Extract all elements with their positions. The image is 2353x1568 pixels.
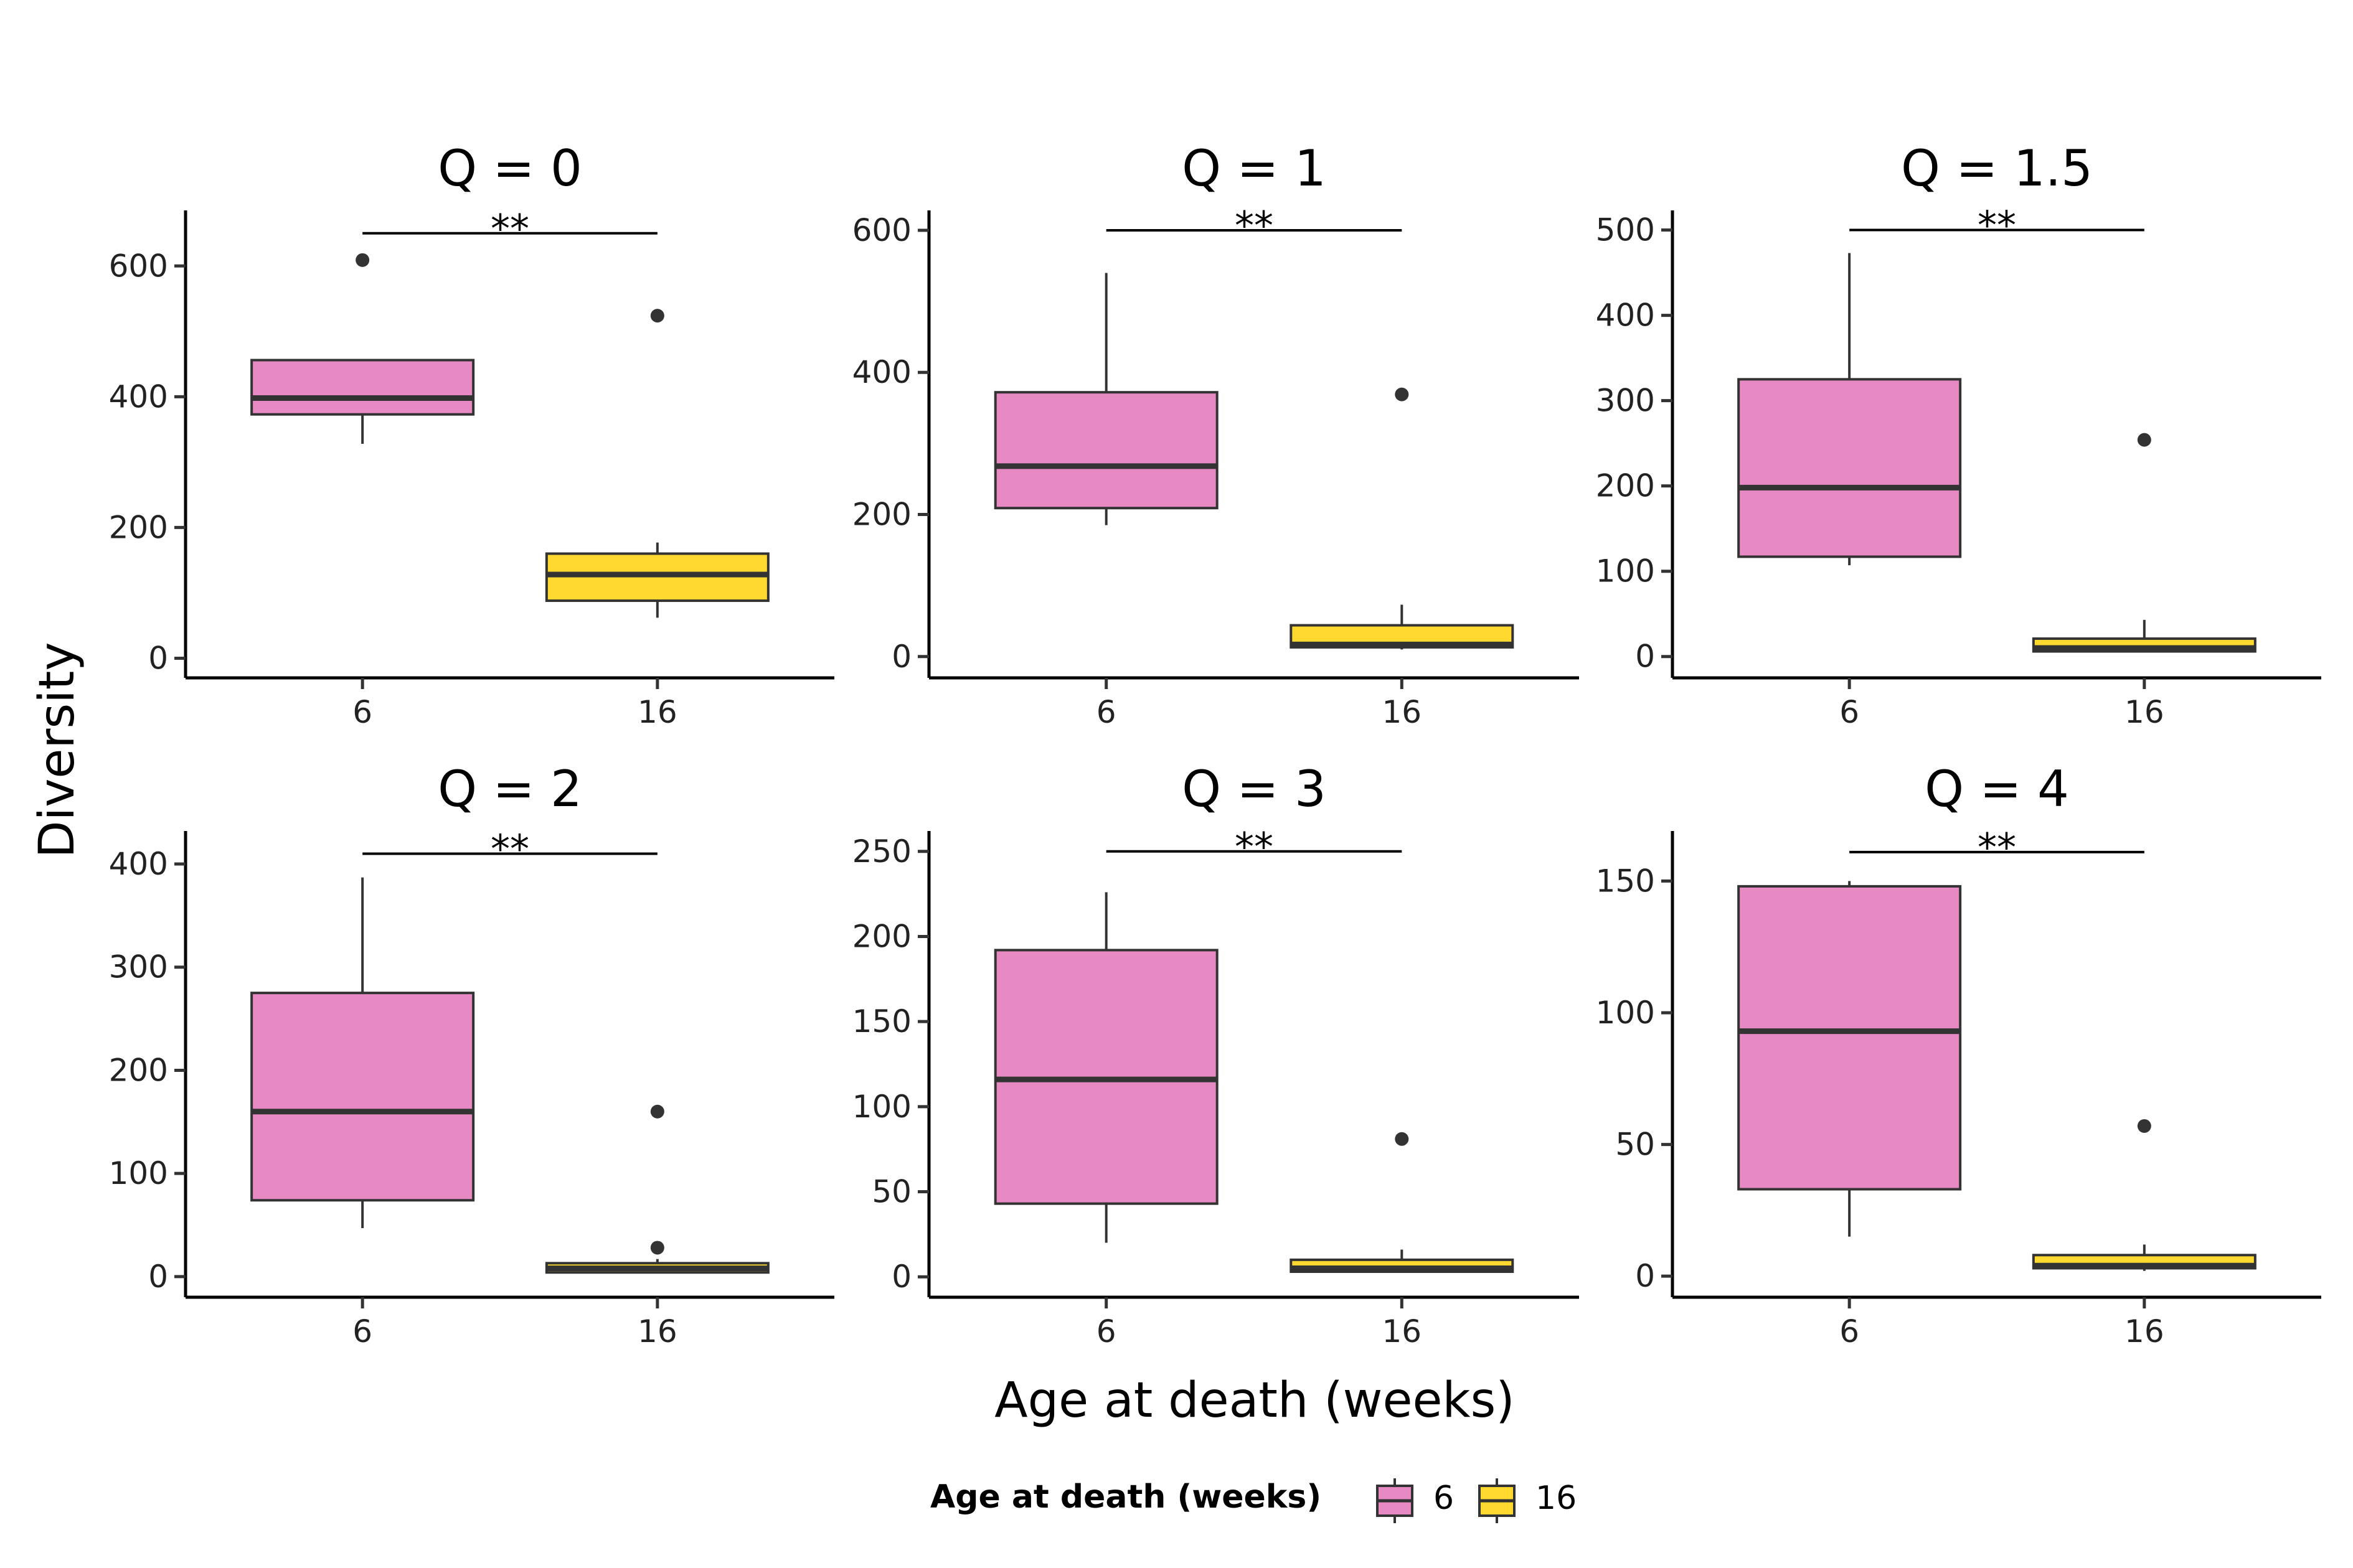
legend-label-6: 6 [1433,1480,1454,1517]
legend: Age at death (weeks) 6 16 [930,1478,1577,1523]
panel-1: Q = 0 0 200 400 600 6 16 ** [109,139,834,730]
x-tick-label: 16 [1382,1313,1422,1350]
x-axis-label: Age at death (weeks) [994,1373,1514,1429]
significance-label: ** [1235,203,1273,248]
significance-label: ** [491,826,529,871]
y-tick-label: 200 [109,1052,168,1088]
legend-label-16: 16 [1535,1480,1577,1517]
y-tick-label: 0 [1635,639,1655,675]
x-tick-label: 6 [1096,694,1116,730]
panel-title: Q = 1 [1182,139,1326,197]
significance-label: ** [1978,825,2016,870]
y-tick-label: 500 [1596,212,1655,248]
x-tick-label: 16 [638,694,677,730]
y-tick-label: 600 [852,212,912,248]
box-6 [994,892,1219,1243]
y-tick-label: 50 [872,1174,912,1210]
y-tick-label: 200 [109,509,168,545]
y-tick-label: 200 [1596,468,1655,504]
y-tick-label: 400 [109,378,168,415]
y-tick-label: 100 [852,1089,912,1125]
outlier-point [650,309,664,323]
box-6 [1737,881,1962,1237]
box-16 [2032,1119,2256,1271]
x-tick-label: 16 [1382,694,1422,730]
y-tick-label: 200 [852,918,912,954]
box-16 [1290,387,1514,650]
y-tick-label: 300 [1596,383,1655,419]
y-tick-label: 100 [1596,995,1655,1031]
x-tick-label: 6 [1839,1313,1859,1350]
box-6 [250,877,475,1228]
y-tick-label: 400 [852,354,912,390]
panel-6: Q = 4 0 50 100 150 6 16 ** [1596,760,2321,1350]
x-tick-label: 16 [2124,1313,2164,1350]
box-body [250,992,475,1202]
outlier-point [356,253,370,267]
legend-key-6 [1376,1478,1413,1523]
box-16 [1290,1132,1514,1273]
x-tick-label: 6 [352,694,372,730]
x-tick-label: 16 [2124,694,2164,730]
outlier-point [650,1104,664,1119]
x-tick-label: 6 [352,1313,372,1350]
x-tick-label: 6 [1096,1313,1116,1350]
legend-key-16 [1478,1478,1516,1523]
outlier-point [2137,1119,2151,1133]
panel-title: Q = 1.5 [1901,139,2093,197]
panel-title: Q = 2 [438,760,582,818]
y-tick-label: 100 [109,1155,168,1191]
outlier-point [2137,433,2151,447]
significance-label: ** [1978,203,2016,248]
y-tick-label: 150 [852,1003,912,1040]
box-6 [994,273,1219,525]
y-tick-label: 200 [852,496,912,532]
panel-title: Q = 4 [1925,760,2069,818]
box-body [994,391,1219,510]
panel-title: Q = 3 [1182,760,1326,818]
outlier-point [1395,387,1409,401]
x-tick-label: 16 [638,1313,677,1350]
y-tick-label: 0 [148,1259,168,1295]
x-tick-label: 6 [1839,694,1859,730]
box-body [250,359,475,416]
y-tick-label: 0 [892,639,912,675]
legend-title: Age at death (weeks) [930,1478,1321,1516]
box-16 [545,309,770,618]
y-tick-label: 600 [109,248,168,284]
outlier-point [1395,1132,1409,1146]
y-tick-label: 100 [1596,553,1655,589]
outlier-point [650,1241,664,1255]
panel-2: Q = 1 0 200 400 600 6 16 ** [852,139,1579,730]
box-6 [250,253,475,444]
y-tick-label: 400 [1596,298,1655,334]
panel-title: Q = 0 [438,139,582,197]
y-tick-label: 0 [1635,1258,1655,1294]
panel-5: Q = 3 0 50 100 150 200 250 6 16 ** [852,760,1579,1350]
box-body [1737,378,1962,558]
y-tick-label: 50 [1615,1127,1655,1163]
y-axis-label: Diversity [29,642,85,858]
y-tick-label: 400 [109,846,168,882]
box-16 [2032,433,2256,653]
box-6 [1737,253,1962,566]
panel-4: Q = 2 0 100 200 300 400 6 16 ** [109,760,834,1350]
panel-3: Q = 1.5 0 100 200 300 400 500 6 16 ** [1596,139,2321,730]
box-body [1737,885,1962,1191]
significance-label: ** [1235,824,1273,870]
y-tick-label: 0 [892,1259,912,1295]
y-tick-label: 250 [852,833,912,870]
y-tick-label: 150 [1596,863,1655,899]
y-tick-label: 300 [109,949,168,985]
box-16 [545,1104,770,1274]
y-tick-label: 0 [148,640,168,676]
significance-label: ** [491,206,529,251]
